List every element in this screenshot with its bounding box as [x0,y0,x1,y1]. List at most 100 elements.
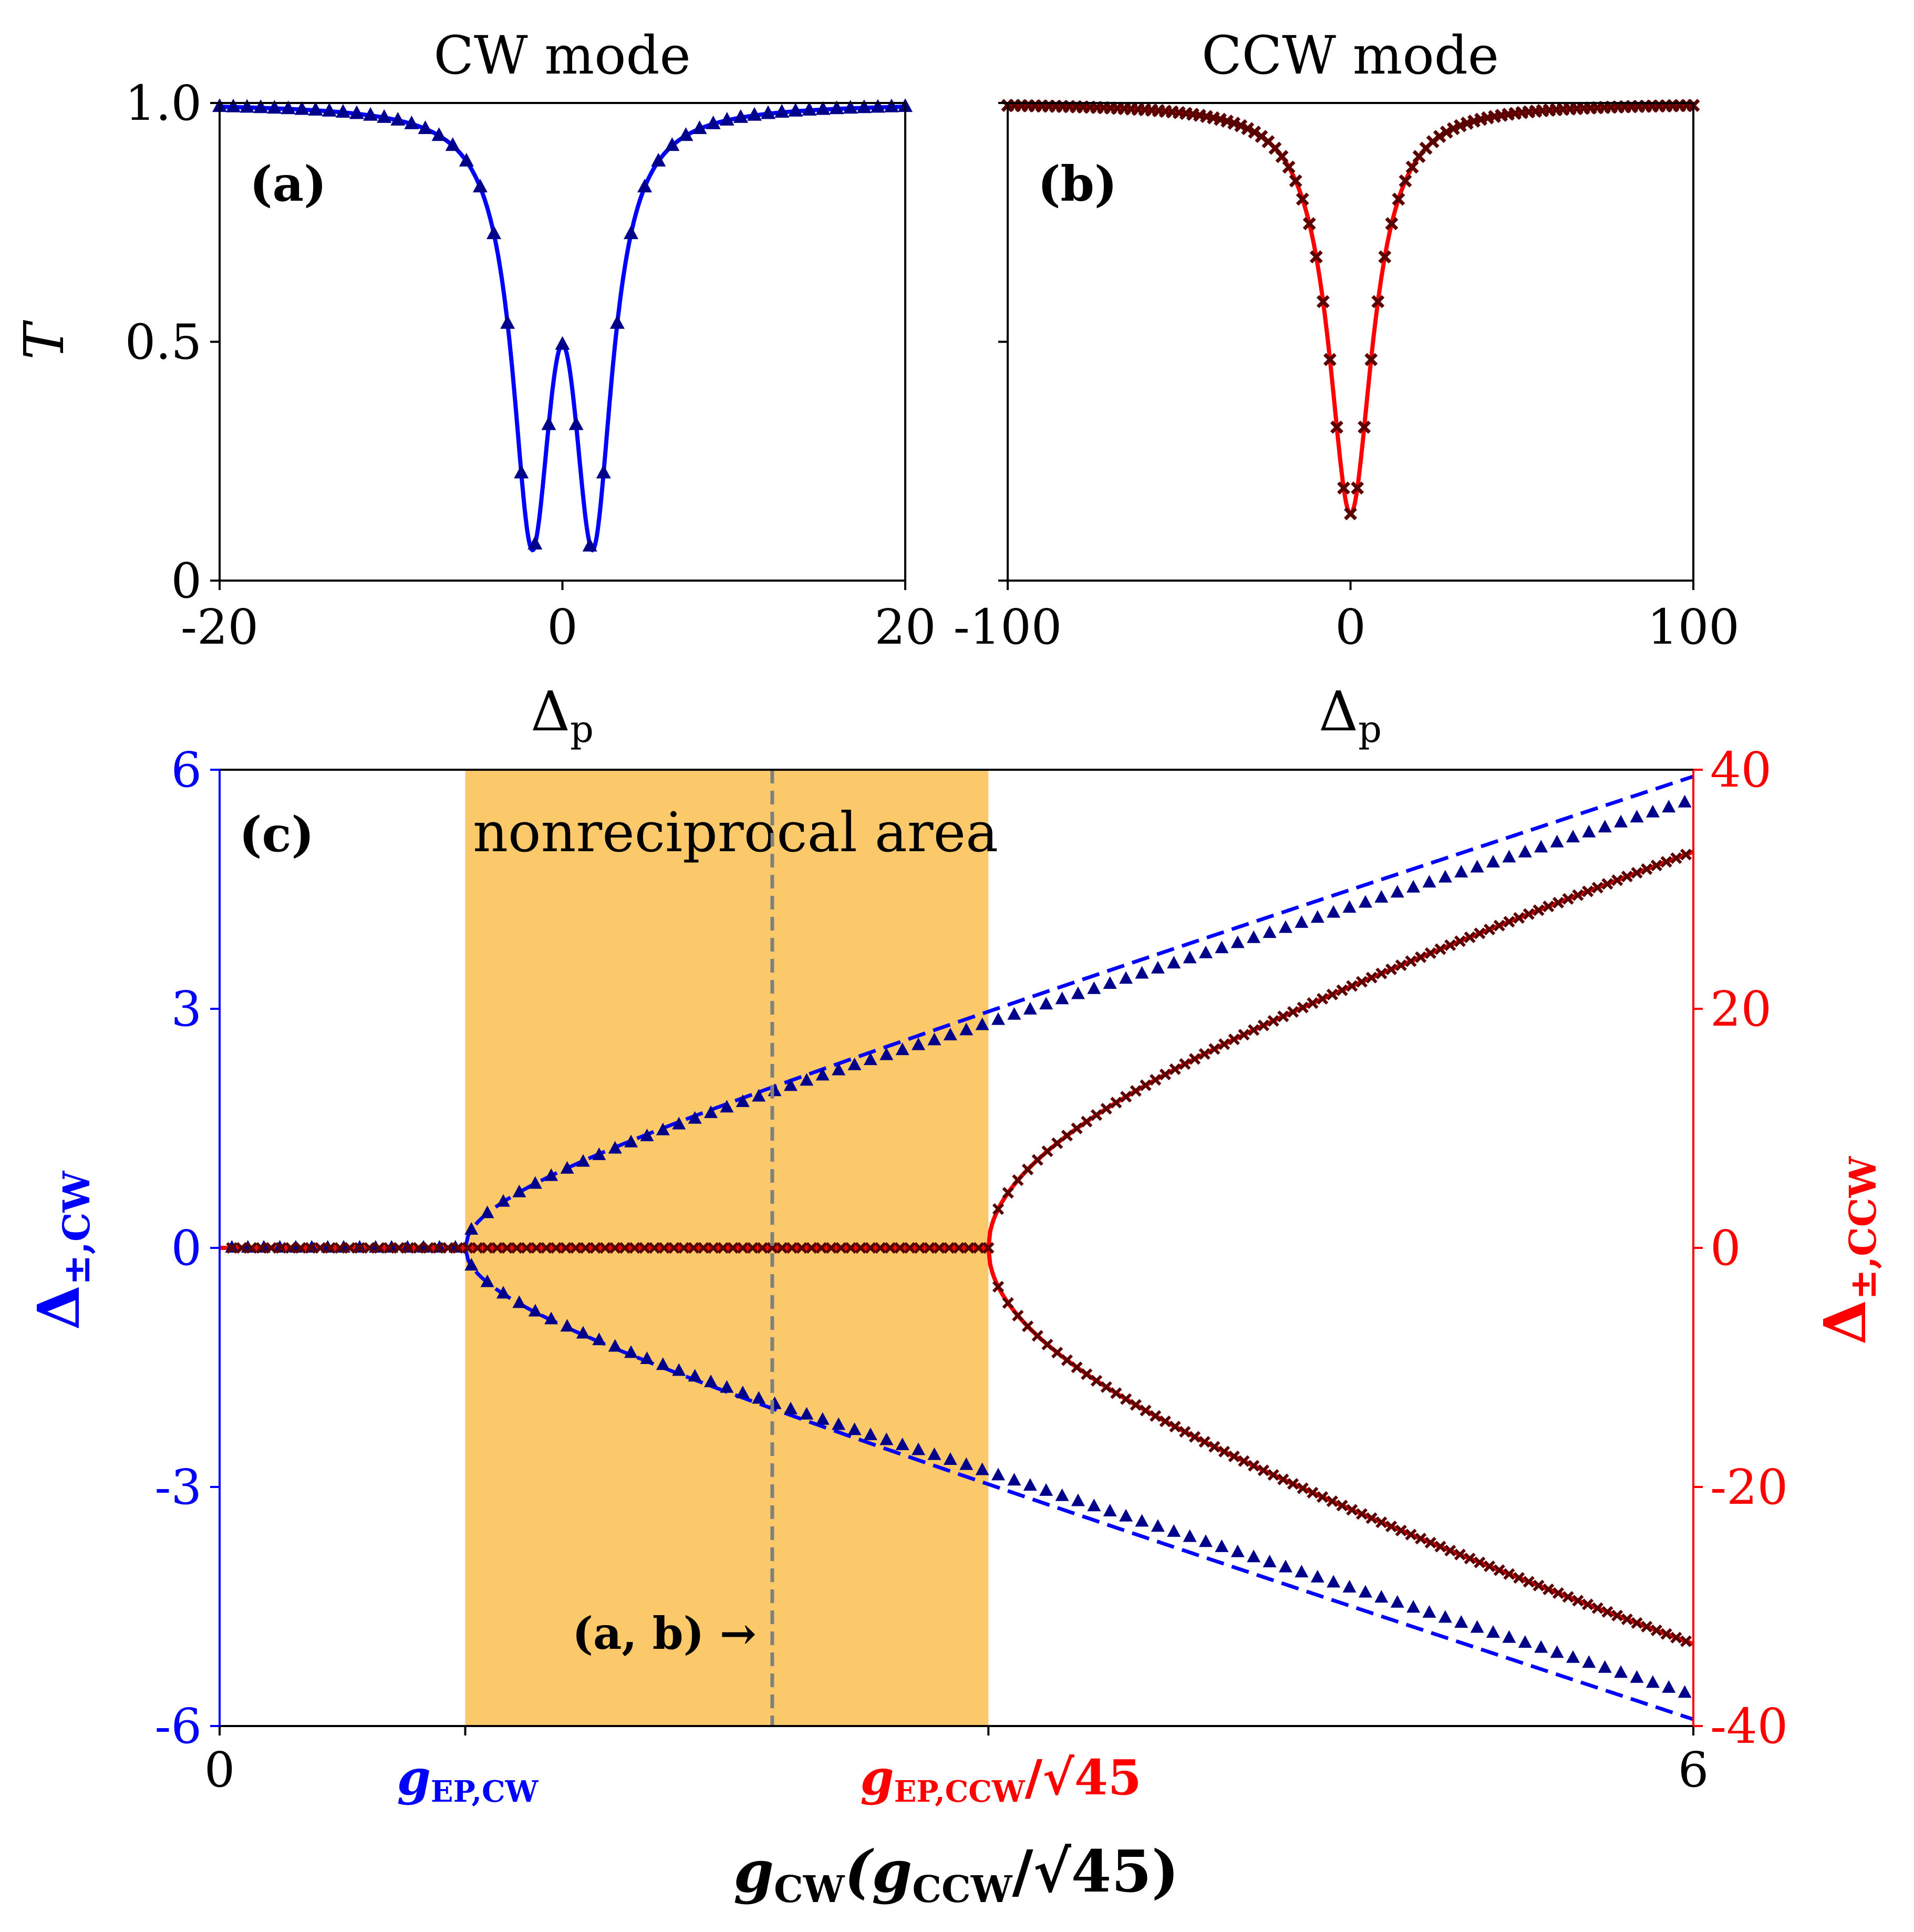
panel-c-shade-label: nonreciprocal area [473,800,998,864]
panel-a-marker [651,152,666,167]
ccw-eigen-line-lower [986,1247,1694,1646]
cw-triangle-marker [991,1012,1005,1025]
panel-b-marker [1309,250,1323,264]
ccw-cross-marker [511,1242,523,1254]
ccw-cross-marker [373,1242,385,1254]
cw-triangle-marker [1470,1620,1484,1633]
cw-triangle-marker [1151,1519,1165,1532]
ccw-cross-marker [1228,1034,1240,1046]
panel-b-title: CCW mode [1202,25,1499,86]
ccw-cross-marker [255,1242,267,1254]
ccw-cross-marker [402,1242,415,1254]
ccw-cross-marker [825,1242,837,1254]
ccw-cross-marker [589,1242,602,1254]
ccw-cross-marker [1670,852,1682,864]
cw-triangle-marker [1486,1625,1500,1638]
cw-triangle-marker [975,1017,989,1030]
ccw-cross-marker [795,1242,808,1254]
ccw-cross-marker [304,1242,317,1254]
ccw-cross-marker [1493,1564,1505,1576]
ccw-cross-marker [1248,1460,1260,1472]
ccw-cross-marker [1474,927,1486,939]
cw-triangle-marker [1135,1514,1149,1527]
ccw-cross-marker [1150,1073,1162,1086]
cw-triangle-marker [880,1047,894,1060]
ccw-cross-marker [953,1242,965,1254]
panel-c-ytick-right-label: 0 [1710,1220,1741,1276]
cw-triangle-marker [1230,935,1245,948]
cw-triangle-marker [496,1194,510,1207]
panel-a-marker [308,102,323,116]
panel-a-title: CW mode [433,25,690,86]
ccw-cross-marker [1670,1631,1682,1644]
cw-triangle-marker [1630,810,1644,823]
panel-a-marker [596,464,611,479]
ccw-cross-marker [1483,923,1496,936]
cw-triangle-marker [656,1122,670,1135]
ccw-cross-marker [501,1242,513,1254]
panel-b-marker [1358,420,1371,434]
cw-triangle-marker [1534,1640,1548,1653]
panel-a-ytick-label: 1.0 [125,75,202,131]
ccw-cross-marker [1650,1624,1663,1636]
ccw-cross-marker [992,1280,1005,1293]
cw-triangle-marker [672,1117,686,1130]
ccw-cross-marker [521,1242,533,1254]
cw-triangle-marker [1310,1569,1325,1583]
cw-triangle-marker [1598,820,1612,833]
panel-a-marker [294,101,309,115]
cw-triangle-marker [1167,956,1181,969]
ccw-cross-marker [1307,1486,1319,1499]
cw-triangle-marker [943,1028,957,1041]
cw-triangle-marker [528,1176,542,1189]
cw-triangle-marker [640,1129,654,1142]
panel-a-marker [747,107,762,121]
cw-triangle-marker [1390,885,1404,898]
cw-triangle-marker [1518,1635,1532,1648]
panel-a-marker [884,98,899,112]
ccw-cross-marker [1002,1186,1014,1199]
panel-a-marker [719,112,734,126]
ccw-cross-marker [1218,1038,1230,1050]
ccw-cross-marker [1081,1115,1093,1128]
cw-triangle-marker [1550,1645,1564,1658]
ccw-cross-marker [1493,919,1505,932]
ccw-cross-marker [1051,1347,1063,1359]
ccw-cross-marker [344,1242,356,1254]
panel-a-marker [390,112,406,126]
cw-triangle-marker [1662,800,1676,813]
panel-b-marker [1337,481,1350,495]
cw-triangle-marker [1582,1655,1596,1668]
ccw-cross-marker [805,1242,818,1254]
ccw-cross-marker [894,1242,906,1254]
panel-b-marker [1289,174,1302,188]
ccw-cross-marker [1543,1583,1555,1595]
panel-a-xtick-label: -20 [181,599,258,655]
panel-a-marker [637,179,653,193]
ccw-cross-marker [688,1242,700,1254]
panel-a-marker [870,99,885,113]
panel-c-series [220,774,1694,1721]
ccw-cross-marker [1601,878,1613,890]
ccw-cross-marker [737,1242,749,1254]
cw-triangle-marker [1007,1473,1021,1486]
panel-b-marker [1399,174,1412,188]
ccw-cross-marker [1061,1130,1073,1142]
ccw-cross-marker [1012,1174,1024,1186]
cw-triangle-marker [624,1345,638,1358]
panel-b-marker [1302,217,1316,231]
cw-triangle-marker [1310,910,1325,923]
ccw-cross-marker [432,1242,444,1254]
ccw-cross-marker [1631,1617,1643,1629]
cw-triangle-marker [704,1105,718,1118]
ccw-cross-marker [658,1242,670,1254]
cw-triangle-marker [560,1319,574,1332]
ccw-cross-marker [393,1242,405,1254]
cw-triangle-marker [1167,1524,1181,1537]
cw-triangle-marker [1327,1575,1341,1588]
panel-b-marker [1364,353,1378,366]
cw-triangle-marker [1454,1615,1468,1628]
cw-triangle-marker [880,1432,894,1445]
ccw-cross-marker [1365,1512,1378,1524]
cw-triangle-marker [720,1100,734,1113]
